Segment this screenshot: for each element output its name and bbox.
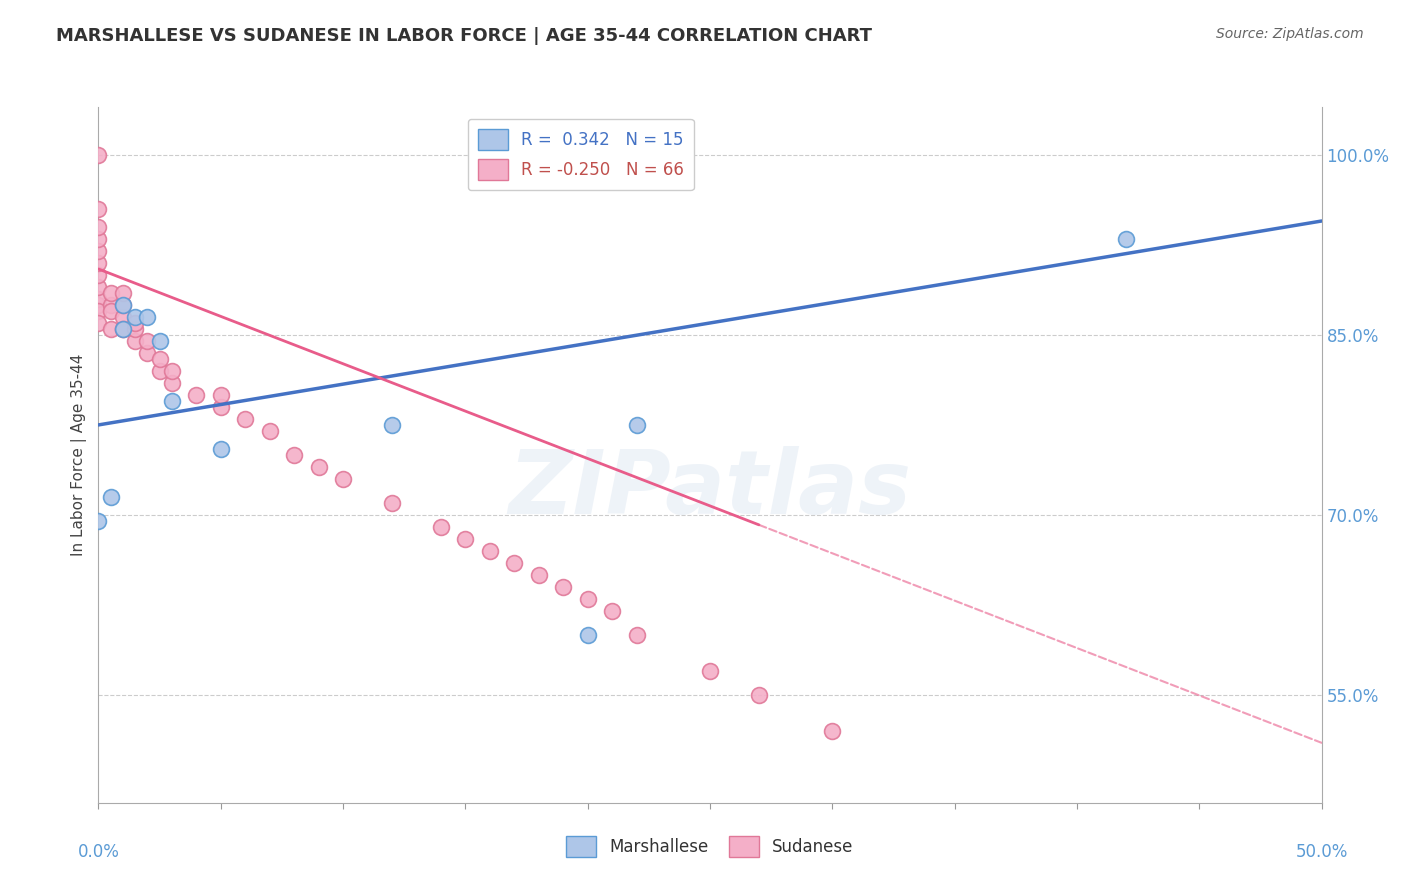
Point xyxy=(209,442,232,456)
Point xyxy=(332,472,354,486)
Legend: Marshallese, Sudanese: Marshallese, Sudanese xyxy=(560,830,860,864)
Point xyxy=(136,346,159,360)
Point xyxy=(576,591,599,606)
Point xyxy=(87,304,110,318)
Point xyxy=(626,628,648,642)
Point xyxy=(160,393,183,408)
Point xyxy=(600,604,623,618)
Point xyxy=(553,580,575,594)
Point xyxy=(124,322,146,336)
Point xyxy=(576,628,599,642)
Point xyxy=(186,388,208,402)
Point xyxy=(87,256,110,270)
Point xyxy=(308,459,330,474)
Point xyxy=(149,351,172,366)
Point xyxy=(478,544,501,558)
Point xyxy=(111,322,134,336)
Point xyxy=(87,298,110,312)
Point xyxy=(87,316,110,330)
Point xyxy=(381,496,404,510)
Y-axis label: In Labor Force | Age 35-44: In Labor Force | Age 35-44 xyxy=(72,354,87,556)
Text: 0.0%: 0.0% xyxy=(77,843,120,861)
Point xyxy=(111,298,134,312)
Point xyxy=(1115,232,1137,246)
Point xyxy=(454,532,477,546)
Point xyxy=(233,412,256,426)
Point xyxy=(149,334,172,348)
Point xyxy=(100,304,122,318)
Point xyxy=(87,244,110,258)
Point xyxy=(87,268,110,282)
Point xyxy=(87,148,110,162)
Point xyxy=(259,424,281,438)
Point xyxy=(87,280,110,294)
Point xyxy=(111,285,134,300)
Point xyxy=(87,219,110,234)
Point xyxy=(136,310,159,324)
Point xyxy=(626,417,648,432)
Point xyxy=(111,310,134,324)
Point xyxy=(100,322,122,336)
Text: MARSHALLESE VS SUDANESE IN LABOR FORCE | AGE 35-44 CORRELATION CHART: MARSHALLESE VS SUDANESE IN LABOR FORCE |… xyxy=(56,27,872,45)
Text: 50.0%: 50.0% xyxy=(1295,843,1348,861)
Text: ZIPatlas: ZIPatlas xyxy=(509,446,911,533)
Point xyxy=(124,316,146,330)
Point xyxy=(136,334,159,348)
Point xyxy=(283,448,305,462)
Point xyxy=(87,514,110,528)
Point xyxy=(160,376,183,390)
Point xyxy=(100,298,122,312)
Point xyxy=(527,567,550,582)
Point xyxy=(111,322,134,336)
Point xyxy=(87,292,110,306)
Point xyxy=(87,232,110,246)
Point xyxy=(111,298,134,312)
Point xyxy=(111,322,134,336)
Point xyxy=(209,388,232,402)
Point xyxy=(821,723,844,738)
Point xyxy=(149,364,172,378)
Point xyxy=(381,417,404,432)
Point xyxy=(748,688,770,702)
Point xyxy=(100,285,122,300)
Point xyxy=(124,310,146,324)
Point xyxy=(209,400,232,414)
Point xyxy=(699,664,721,678)
Point xyxy=(503,556,526,570)
Point xyxy=(160,364,183,378)
Point xyxy=(87,202,110,216)
Point xyxy=(100,490,122,504)
Text: Source: ZipAtlas.com: Source: ZipAtlas.com xyxy=(1216,27,1364,41)
Point xyxy=(430,520,453,534)
Point xyxy=(124,334,146,348)
